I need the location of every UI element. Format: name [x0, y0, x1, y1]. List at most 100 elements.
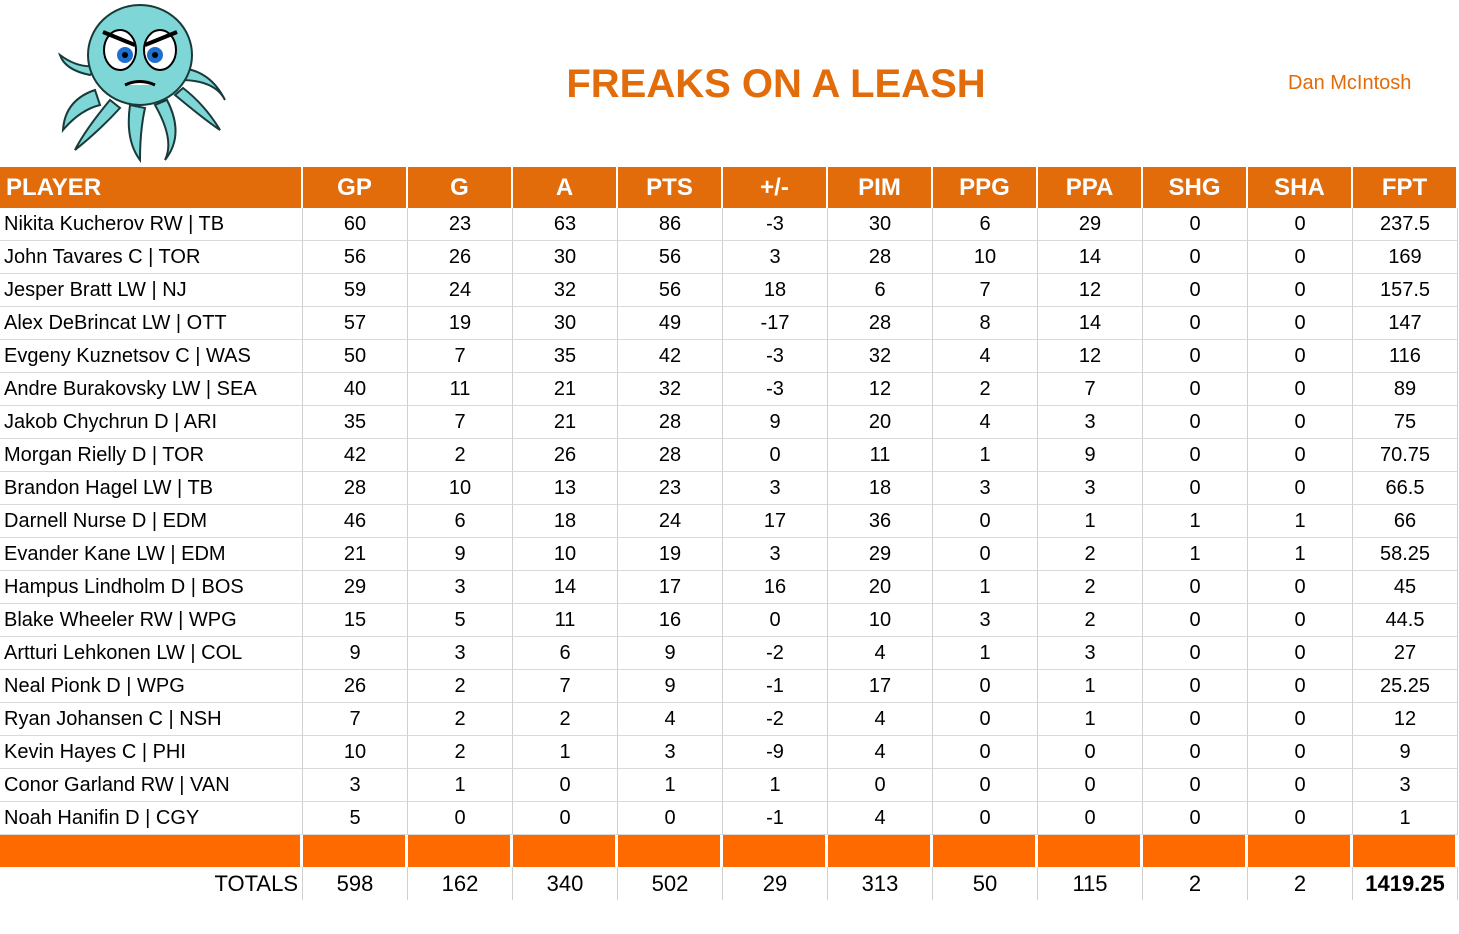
- stat-cell: 14: [1038, 241, 1143, 274]
- column-header: SHG: [1143, 167, 1248, 208]
- stat-cell: 13: [513, 472, 618, 505]
- stat-cell: 89: [1353, 373, 1458, 406]
- stat-cell: 0: [1143, 736, 1248, 769]
- column-header: A: [513, 167, 618, 208]
- title: FREAKS ON A LEASH: [566, 62, 986, 106]
- stat-cell: 14: [1038, 307, 1143, 340]
- stat-cell: 0: [933, 769, 1038, 802]
- stat-cell: 3: [723, 241, 828, 274]
- stat-cell: 1: [723, 769, 828, 802]
- separator-band: [828, 835, 933, 867]
- stat-cell: 7: [408, 340, 513, 373]
- stat-cell: 0: [1143, 208, 1248, 241]
- stat-cell: 0: [1248, 472, 1353, 505]
- stat-cell: 0: [1248, 406, 1353, 439]
- stat-cell: 3: [408, 637, 513, 670]
- stat-cell: 6: [933, 208, 1038, 241]
- stat-cell: 6: [828, 274, 933, 307]
- stat-cell: 0: [1143, 769, 1248, 802]
- stat-cell: 11: [828, 439, 933, 472]
- stat-cell: 3: [1038, 637, 1143, 670]
- totals-cell: 50: [933, 867, 1038, 900]
- stat-cell: 0: [1038, 802, 1143, 835]
- stat-cell: 42: [303, 439, 408, 472]
- player-name: Nikita Kucherov RW | TB: [0, 208, 303, 241]
- stat-cell: 0: [1248, 208, 1353, 241]
- stat-cell: 2: [408, 736, 513, 769]
- stat-cell: 0: [933, 736, 1038, 769]
- stat-cell: 0: [1248, 571, 1353, 604]
- stat-cell: 19: [618, 538, 723, 571]
- stat-cell: 0: [1143, 241, 1248, 274]
- player-name: Evgeny Kuznetsov C | WAS: [0, 340, 303, 373]
- stat-cell: 44.5: [1353, 604, 1458, 637]
- stat-cell: 0: [1248, 703, 1353, 736]
- stat-cell: 9: [408, 538, 513, 571]
- stat-cell: 56: [303, 241, 408, 274]
- stat-cell: 1: [1143, 505, 1248, 538]
- stat-cell: 10: [933, 241, 1038, 274]
- stat-cell: 23: [618, 472, 723, 505]
- stat-cell: 1: [933, 571, 1038, 604]
- separator-band: [933, 835, 1038, 867]
- column-header: FPT: [1353, 167, 1458, 208]
- stat-cell: 12: [1038, 274, 1143, 307]
- stat-cell: 3: [408, 571, 513, 604]
- stat-cell: 27: [1353, 637, 1458, 670]
- stat-cell: -3: [723, 208, 828, 241]
- stat-cell: 4: [933, 340, 1038, 373]
- stat-cell: 0: [1038, 736, 1143, 769]
- stat-cell: 9: [618, 637, 723, 670]
- stat-cell: 20: [828, 571, 933, 604]
- stat-cell: -3: [723, 340, 828, 373]
- column-header: PTS: [618, 167, 723, 208]
- stat-cell: 26: [513, 439, 618, 472]
- stat-cell: 0: [1248, 769, 1353, 802]
- stat-cell: 1: [933, 439, 1038, 472]
- stat-cell: 42: [618, 340, 723, 373]
- stat-cell: 7: [513, 670, 618, 703]
- stat-cell: 21: [513, 373, 618, 406]
- stat-cell: 23: [408, 208, 513, 241]
- stat-cell: 26: [408, 241, 513, 274]
- player-name: Brandon Hagel LW | TB: [0, 472, 303, 505]
- stat-cell: 116: [1353, 340, 1458, 373]
- stat-cell: 2: [408, 670, 513, 703]
- stat-cell: 75: [1353, 406, 1458, 439]
- stat-cell: 0: [408, 802, 513, 835]
- stat-cell: 3: [618, 736, 723, 769]
- totals-cell: 29: [723, 867, 828, 900]
- separator-band: [1143, 835, 1248, 867]
- column-header: GP: [303, 167, 408, 208]
- stat-cell: 0: [513, 802, 618, 835]
- stat-cell: 0: [723, 604, 828, 637]
- stat-cell: 0: [1143, 340, 1248, 373]
- stat-cell: 60: [303, 208, 408, 241]
- stat-cell: 56: [618, 241, 723, 274]
- octopus-logo: [58, 4, 226, 164]
- stat-cell: 1: [1038, 505, 1143, 538]
- stat-cell: -1: [723, 670, 828, 703]
- stat-cell: 0: [1248, 340, 1353, 373]
- stat-cell: 10: [828, 604, 933, 637]
- stat-cell: 169: [1353, 241, 1458, 274]
- stat-cell: 2: [933, 373, 1038, 406]
- stat-cell: 147: [1353, 307, 1458, 340]
- column-header: +/-: [723, 167, 828, 208]
- stat-cell: 0: [1143, 439, 1248, 472]
- stat-cell: 0: [1248, 604, 1353, 637]
- stat-cell: 17: [618, 571, 723, 604]
- stat-cell: 28: [828, 241, 933, 274]
- column-header: G: [408, 167, 513, 208]
- stat-cell: 3: [933, 472, 1038, 505]
- stat-cell: 1: [1248, 538, 1353, 571]
- stat-cell: 237.5: [1353, 208, 1458, 241]
- stat-cell: 59: [303, 274, 408, 307]
- stat-cell: 45: [1353, 571, 1458, 604]
- separator-band: [408, 835, 513, 867]
- stat-cell: 8: [933, 307, 1038, 340]
- stat-cell: 11: [513, 604, 618, 637]
- stat-cell: -9: [723, 736, 828, 769]
- stat-cell: 0: [828, 769, 933, 802]
- stat-cell: 7: [303, 703, 408, 736]
